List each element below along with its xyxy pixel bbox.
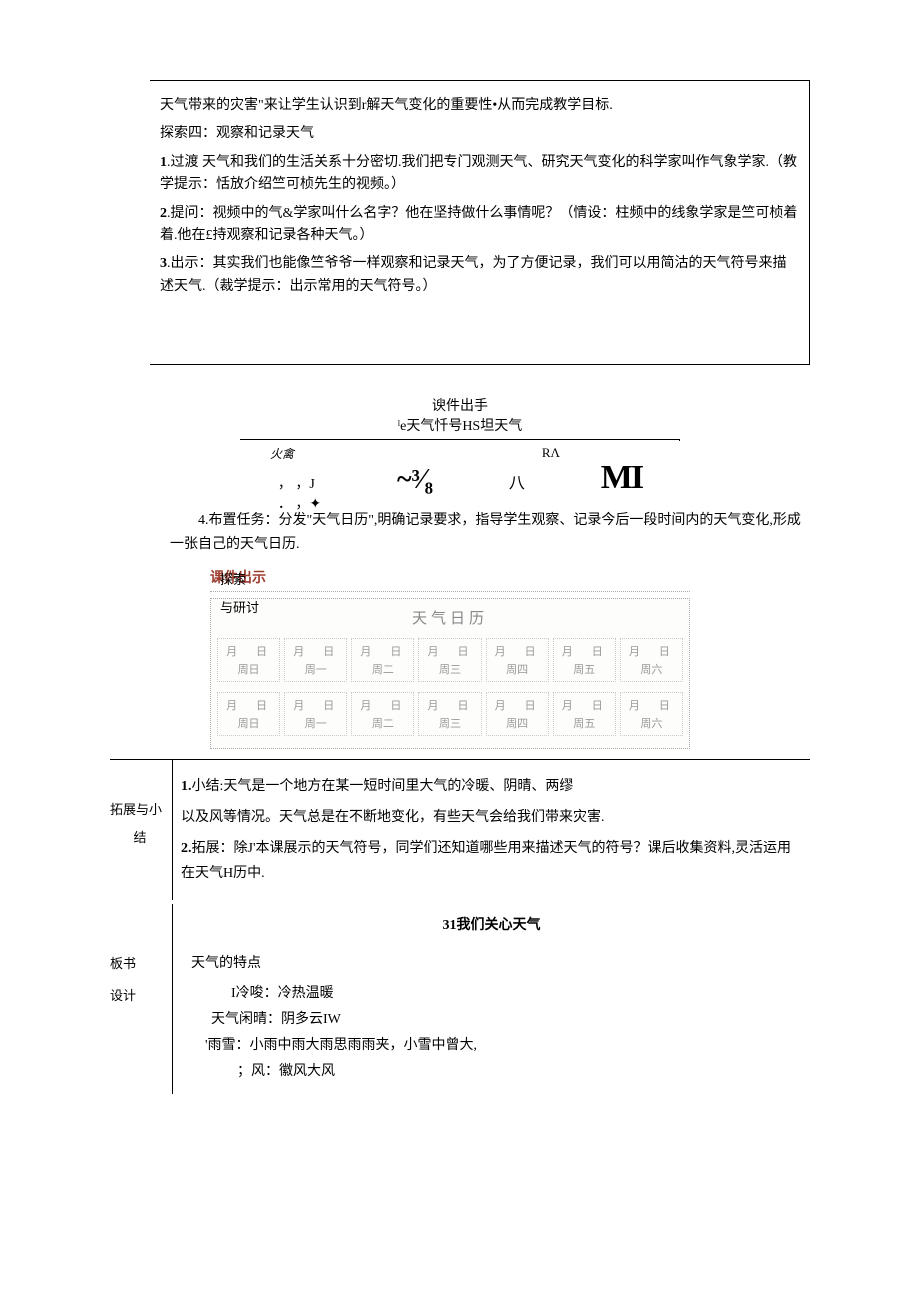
cal-cell: 月 日周二 [351,692,414,736]
box-line: 2.提问：视频中的气&学家叫什么名字？他在坚持做什么事情呢？（情设：柱频中的线象… [160,203,799,248]
cal-cell: 月 日周一 [284,692,347,736]
cal-cell: 月 日周三 [418,638,481,682]
board-line: 天气闲晴：阴多云IW [211,1008,802,1028]
text: 小结:天气是一个地方在某一短时间里大气的冷暖、阴晴、两缪 [192,779,574,794]
symbols-row: 火禽 RΛ ， ，J ． ，✦ ~³⁄₈ 八 MI [240,441,680,501]
box-line: 探索四：观察和记录天气 [160,123,799,145]
board-line: ；风：徽风大风 [237,1060,802,1080]
ext-line: 2.拓展：除J'本课展示的天气符号，同学们还知道哪些用来描述天气的符号？课后收集… [181,836,802,886]
cal-cell: 月 日周五 [553,692,616,736]
side-label-board-1: 板书 [110,948,170,979]
symbols-heading: 谀件出手 ˡe天气忏号HS坦天气 [110,395,810,435]
weather-glyph-2: ~³⁄₈ [397,464,433,496]
box-line: 1.过渡 天气和我们的生活关系十分密切.我们把专门观测天气、研究天气变化的科学家… [160,152,799,197]
cal-cell: 月 日周四 [486,692,549,736]
cal-cell: 月 日周一 [284,638,347,682]
heading-line2: ˡe天气忏号HS坦天气 [110,415,810,435]
board-line: '雨雪：小雨中雨大雨思雨雨夹，小雪中曾大, [205,1034,802,1054]
text: 拓展：除J'本课展示的天气符号，同学们还知道哪些用来描述天气的符号？课后收集资料… [181,841,791,881]
cal-cell: 月 日周二 [351,638,414,682]
cal-cell: 月 日周六 [620,692,683,736]
weather-glyph-1: ， ，J ． ，✦ [278,473,321,513]
num: 1 [160,155,167,170]
calendar-row-2: 月 日周日 月 日周一 月 日周二 月 日周三 月 日周四 月 日周五 月 日周… [217,692,683,736]
text: .提问：视频中的气&学家叫什么名字？他在坚持做什么事情呢？（情设：柱频中的线象学… [160,206,797,243]
num: 3 [160,256,167,271]
cal-cell: 月 日周六 [620,638,683,682]
board-line: I冷唆：冷热温暖 [231,982,802,1002]
side-label-board-2: 设计 [110,980,170,1011]
calendar-block: 课件出示 天气日历 月 日周日 月 日周一 月 日周二 月 日周三 月 日周四 … [210,567,810,749]
section-label-explore-2: 与研讨 [220,595,259,621]
section-label-explore-1: 探索 [220,567,246,593]
cal-cell: 月 日周四 [486,638,549,682]
text: .过渡 天气和我们的生活关系十分密切.我们把专门观测天气、研究天气变化的科学家叫… [160,155,797,192]
extension-section: 拓展与小 结 1.小结:天气是一个地方在某一短时间里大气的冷暖、阴晴、两缪 以及… [110,759,810,901]
board-line: 天气的特点 [191,952,802,972]
side-label-ext-2: 结 [110,824,170,853]
cal-cell: 月 日周五 [553,638,616,682]
num: 1. [181,779,192,794]
lesson-title: 31我们关心天气 [181,914,802,934]
weather-glyph-3: 八 [509,469,525,493]
cal-cell: 月 日周日 [217,692,280,736]
cal-cell: 月 日周三 [418,692,481,736]
side-label-ext-1: 拓展与小 [110,796,170,825]
num: 2 [160,206,167,221]
exploration-box: 天气带来的灾害"来让学生认识到r解天气变化的重要性•从而完成教学目标. 探索四：… [150,80,810,365]
text: .出示：其实我们也能像竺爷爷一样观察和记录天气，为了方便记录，我们可以用简沽的天… [160,256,787,293]
calendar-title: 天气日历 [217,607,683,628]
cal-cell: 月 日周日 [217,638,280,682]
ext-line: 1.小结:天气是一个地方在某一短时间里大气的冷暖、阴晴、两缪 [181,774,802,799]
heading-line1: 谀件出手 [110,395,810,415]
calendar-row-1: 月 日周日 月 日周一 月 日周二 月 日周三 月 日周四 月 日周五 月 日周… [217,638,683,682]
box-line: 3.出示：其实我们也能像竺爷爷一样观察和记录天气，为了方便记录，我们可以用简沽的… [160,253,799,298]
task-4-paragraph: 4.布置任务：分发"天气日历",明确记录要求，指导学生观察、记录今后一段时间内的… [170,509,810,557]
board-section: 板书 设计 31我们关心天气 天气的特点 I冷唆：冷热温暖 天气闲晴：阴多云IW… [110,904,810,1094]
calendar-caption: 课件出示 [210,567,690,592]
box-line: 天气带来的灾害"来让学生认识到r解天气变化的重要性•从而完成教学目标. [160,95,799,117]
ext-line: 以及风等情况。天气总是在不断地变化，有些天气会给我们带来灾害. [181,805,802,830]
weather-glyph-4: MI [601,459,642,497]
num: 2. [181,841,192,856]
